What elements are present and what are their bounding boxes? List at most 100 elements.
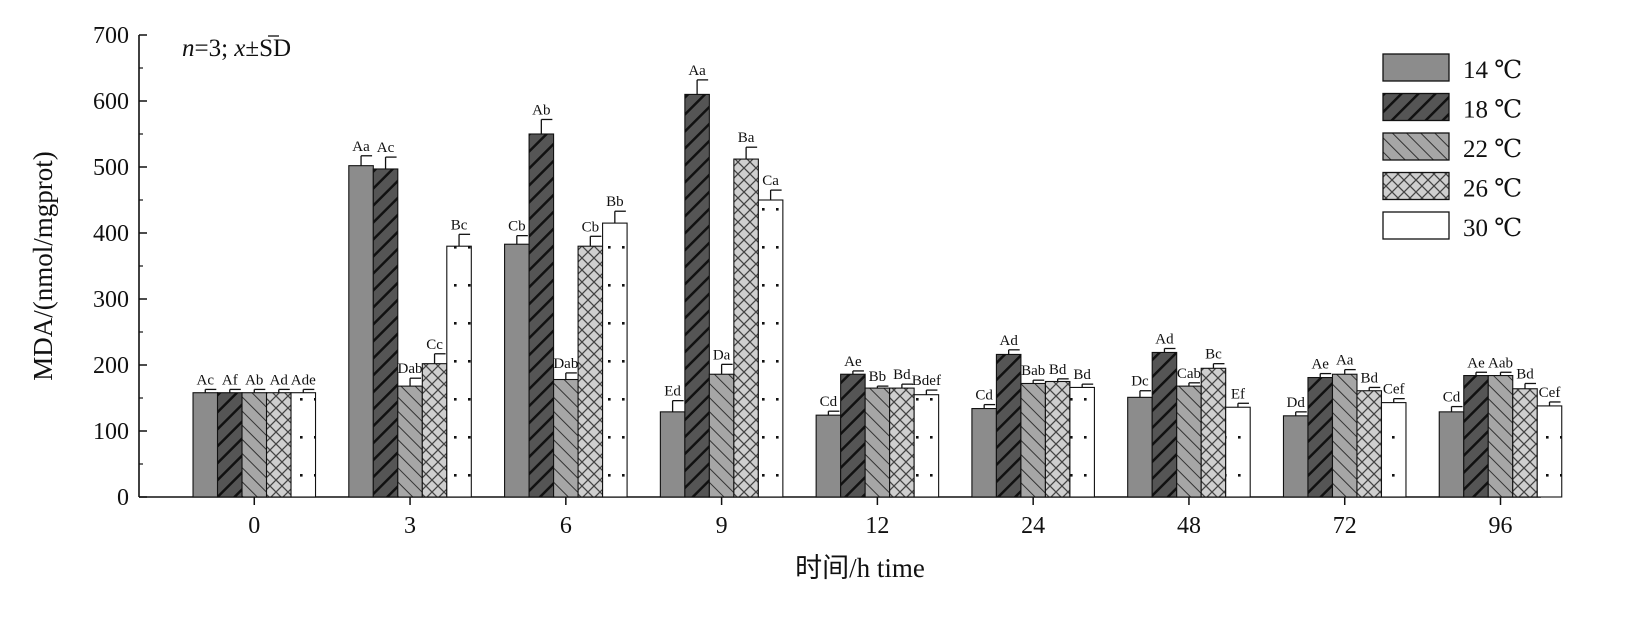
x-axis-title: 时间/h time bbox=[795, 553, 925, 583]
y-tick-label: 500 bbox=[93, 155, 129, 181]
note-xbar: x bbox=[233, 35, 245, 62]
bar bbox=[348, 165, 374, 498]
significance-label: Ade bbox=[291, 372, 316, 388]
y-axis-title: MDA/(nmol/mgprot) bbox=[28, 151, 58, 381]
bar bbox=[192, 392, 219, 498]
bar bbox=[1331, 373, 1358, 498]
bar bbox=[397, 385, 423, 498]
legend-swatch bbox=[1382, 92, 1450, 122]
significance-label: Ab bbox=[532, 102, 550, 118]
significance-label: Aa bbox=[1336, 353, 1354, 369]
x-tick-label: 24 bbox=[1021, 513, 1045, 539]
x-tick-label: 3 bbox=[404, 513, 416, 539]
bar bbox=[708, 373, 735, 498]
x-tick-label: 48 bbox=[1177, 513, 1201, 539]
significance-label: Bb bbox=[869, 369, 887, 385]
bar bbox=[659, 411, 686, 498]
x-tick-label: 6 bbox=[560, 513, 572, 539]
bar bbox=[1069, 386, 1095, 498]
bar bbox=[290, 392, 317, 498]
significance-label: Ba bbox=[738, 130, 755, 146]
bar bbox=[602, 222, 628, 498]
bar bbox=[757, 199, 784, 498]
bar bbox=[971, 408, 997, 498]
significance-label: Cd bbox=[975, 388, 993, 404]
bar bbox=[733, 158, 759, 498]
bar bbox=[889, 387, 915, 498]
legend-label: 26 ℃ bbox=[1463, 176, 1522, 203]
significance-label: Ef bbox=[1231, 386, 1245, 402]
bar bbox=[553, 378, 579, 498]
note-n: n bbox=[182, 35, 195, 62]
bar bbox=[1044, 380, 1071, 498]
significance-label: Ed bbox=[664, 384, 681, 400]
significance-label: Bc bbox=[451, 217, 468, 233]
bar bbox=[995, 353, 1022, 498]
bar bbox=[913, 394, 940, 498]
bar bbox=[577, 245, 604, 498]
stat-note: n=3; x±SD bbox=[182, 35, 291, 62]
bar bbox=[1536, 405, 1563, 498]
significance-label: Da bbox=[713, 347, 731, 363]
legend-label: 14 ℃ bbox=[1463, 57, 1522, 84]
significance-label: Ae bbox=[1311, 357, 1329, 373]
significance-label: Aa bbox=[688, 63, 706, 79]
bar bbox=[815, 414, 842, 498]
bar bbox=[528, 133, 555, 498]
significance-label: Ad bbox=[270, 372, 289, 388]
bar bbox=[1438, 411, 1465, 498]
significance-label: Bd bbox=[1360, 370, 1378, 386]
significance-label: Bdef bbox=[912, 373, 941, 389]
y-tick-label: 100 bbox=[93, 419, 129, 445]
bar bbox=[1225, 406, 1251, 498]
x-tick-label: 0 bbox=[248, 513, 260, 539]
significance-label: Bc bbox=[1205, 347, 1222, 363]
note-pm: ±SD bbox=[245, 35, 291, 62]
significance-label: Cb bbox=[582, 219, 600, 235]
significance-label: Ae bbox=[844, 354, 862, 370]
significance-label: Cc bbox=[426, 337, 443, 353]
significance-label: Ac bbox=[197, 372, 215, 388]
y-tick-label: 200 bbox=[93, 353, 129, 379]
bar bbox=[241, 392, 268, 498]
legend-swatch bbox=[1382, 211, 1450, 240]
significance-label: Dc bbox=[1131, 374, 1149, 390]
bar bbox=[1307, 376, 1334, 498]
bar bbox=[1487, 375, 1514, 498]
significance-label: Bd bbox=[893, 367, 911, 383]
y-tick-label: 400 bbox=[93, 221, 129, 247]
significance-label: Cb bbox=[508, 219, 526, 235]
y-tick-label: 700 bbox=[93, 23, 129, 49]
legend-swatch bbox=[1382, 53, 1450, 82]
bar bbox=[1127, 396, 1153, 498]
significance-label: Ad bbox=[1155, 332, 1174, 348]
bar bbox=[840, 373, 866, 498]
significance-label: Cef bbox=[1539, 385, 1561, 401]
legend-swatch bbox=[1382, 132, 1450, 161]
significance-label: Ab bbox=[245, 372, 263, 388]
significance-label: Dab bbox=[553, 356, 578, 372]
x-tick-label: 12 bbox=[865, 513, 889, 539]
significance-label: Ad bbox=[999, 333, 1018, 349]
significance-label: Cab bbox=[1177, 366, 1201, 382]
note-eq: =3; bbox=[195, 35, 235, 62]
bar bbox=[372, 168, 399, 498]
bar bbox=[1200, 367, 1227, 498]
x-tick-label: 72 bbox=[1333, 513, 1357, 539]
x-tick-label: 96 bbox=[1488, 513, 1512, 539]
bar bbox=[684, 93, 710, 498]
significance-label: Cd bbox=[820, 394, 838, 410]
bar bbox=[1380, 402, 1407, 498]
bar bbox=[421, 363, 448, 498]
bar bbox=[1176, 385, 1202, 498]
bar bbox=[1151, 351, 1178, 498]
legend-label: 18 ℃ bbox=[1463, 97, 1522, 124]
legend-label: 30 ℃ bbox=[1463, 215, 1522, 242]
legend-label: 22 ℃ bbox=[1463, 136, 1522, 163]
significance-label: Dd bbox=[1287, 395, 1306, 411]
bar bbox=[864, 387, 891, 498]
significance-label: Ac bbox=[377, 140, 395, 156]
significance-label: Bd bbox=[1073, 367, 1091, 383]
